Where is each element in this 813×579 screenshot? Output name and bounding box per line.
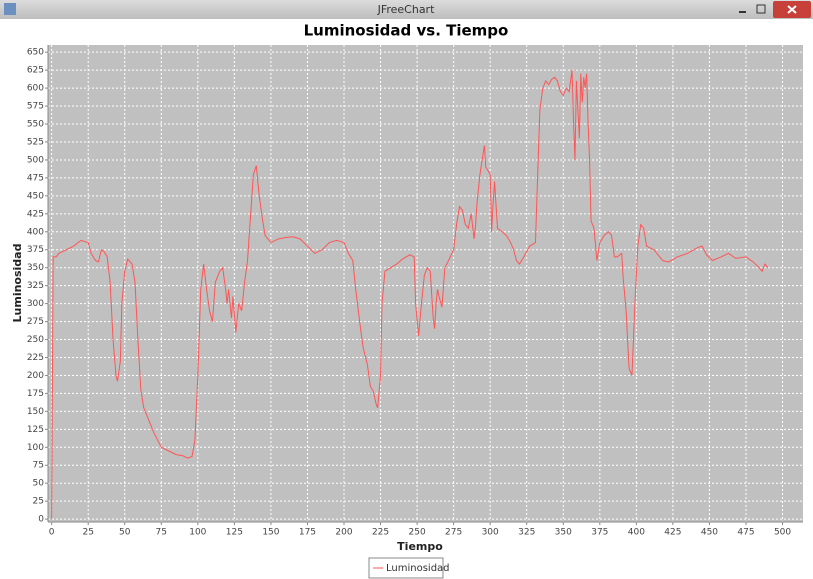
x-tick-label: 250 — [409, 528, 426, 538]
y-tick-label: 225 — [27, 353, 44, 363]
y-tick-label: 200 — [27, 371, 44, 381]
y-tick-label: 400 — [27, 227, 44, 237]
x-tick-label: 25 — [82, 528, 93, 538]
x-tick-label: 150 — [262, 528, 279, 538]
x-tick-label: 400 — [628, 528, 645, 538]
y-tick-label: 250 — [27, 335, 44, 345]
y-tick-label: 600 — [27, 84, 44, 94]
y-tick-label: 475 — [27, 173, 44, 183]
y-tick-label: 650 — [27, 48, 44, 58]
x-tick-label: 0 — [49, 528, 55, 538]
y-tick-label: 500 — [27, 155, 44, 165]
y-tick-label: 625 — [27, 66, 44, 76]
y-tick-label: 525 — [27, 137, 44, 147]
maximize-button[interactable] — [756, 4, 766, 14]
x-tick-label: 175 — [299, 528, 316, 538]
y-tick-label: 100 — [27, 443, 44, 453]
app-icon — [4, 3, 16, 15]
x-tick-label: 275 — [445, 528, 462, 538]
x-tick-label: 200 — [335, 528, 352, 538]
y-tick-label: 275 — [27, 317, 44, 327]
legend — [368, 557, 444, 579]
x-axis-label: Tiempo — [397, 540, 443, 553]
x-tick-label: 350 — [555, 528, 572, 538]
y-tick-label: 0 — [38, 515, 44, 525]
close-icon — [787, 5, 797, 14]
x-tick-label: 375 — [591, 528, 608, 538]
x-tick-label: 325 — [518, 528, 535, 538]
y-tick-label: 300 — [27, 299, 44, 309]
y-tick-label: 25 — [33, 497, 44, 507]
y-tick-label: 575 — [27, 102, 44, 112]
x-tick-label: 125 — [226, 528, 243, 538]
y-tick-label: 375 — [27, 245, 44, 255]
x-tick-label: 100 — [189, 528, 206, 538]
chart-title: Luminosidad vs. Tiempo — [304, 22, 509, 40]
y-axis-label: Luminosidad — [11, 244, 24, 323]
x-tick-label: 50 — [119, 528, 131, 538]
y-tick-label: 175 — [27, 389, 44, 399]
x-tick-label: 75 — [156, 528, 167, 538]
x-tick-label: 500 — [774, 528, 791, 538]
y-tick-label: 350 — [27, 263, 44, 273]
x-tick-label: 425 — [664, 528, 681, 538]
y-tick-label: 450 — [27, 191, 44, 201]
y-tick-label: 50 — [33, 479, 45, 489]
y-tick-label: 125 — [27, 425, 44, 435]
y-tick-label: 550 — [27, 120, 44, 130]
y-tick-label: 75 — [33, 461, 44, 471]
x-tick-label: 225 — [372, 528, 389, 538]
x-tick-label: 475 — [737, 528, 754, 538]
x-tick-label: 450 — [701, 528, 718, 538]
y-tick-label: 150 — [27, 407, 44, 417]
window-title: JFreeChart — [377, 3, 436, 16]
title-bar — [0, 0, 813, 19]
data-line — [51, 70, 769, 520]
legend-label: Luminosidad — [386, 563, 450, 574]
y-tick-label: 325 — [27, 281, 44, 291]
x-tick-label: 300 — [482, 528, 499, 538]
y-tick-label: 425 — [27, 209, 44, 219]
